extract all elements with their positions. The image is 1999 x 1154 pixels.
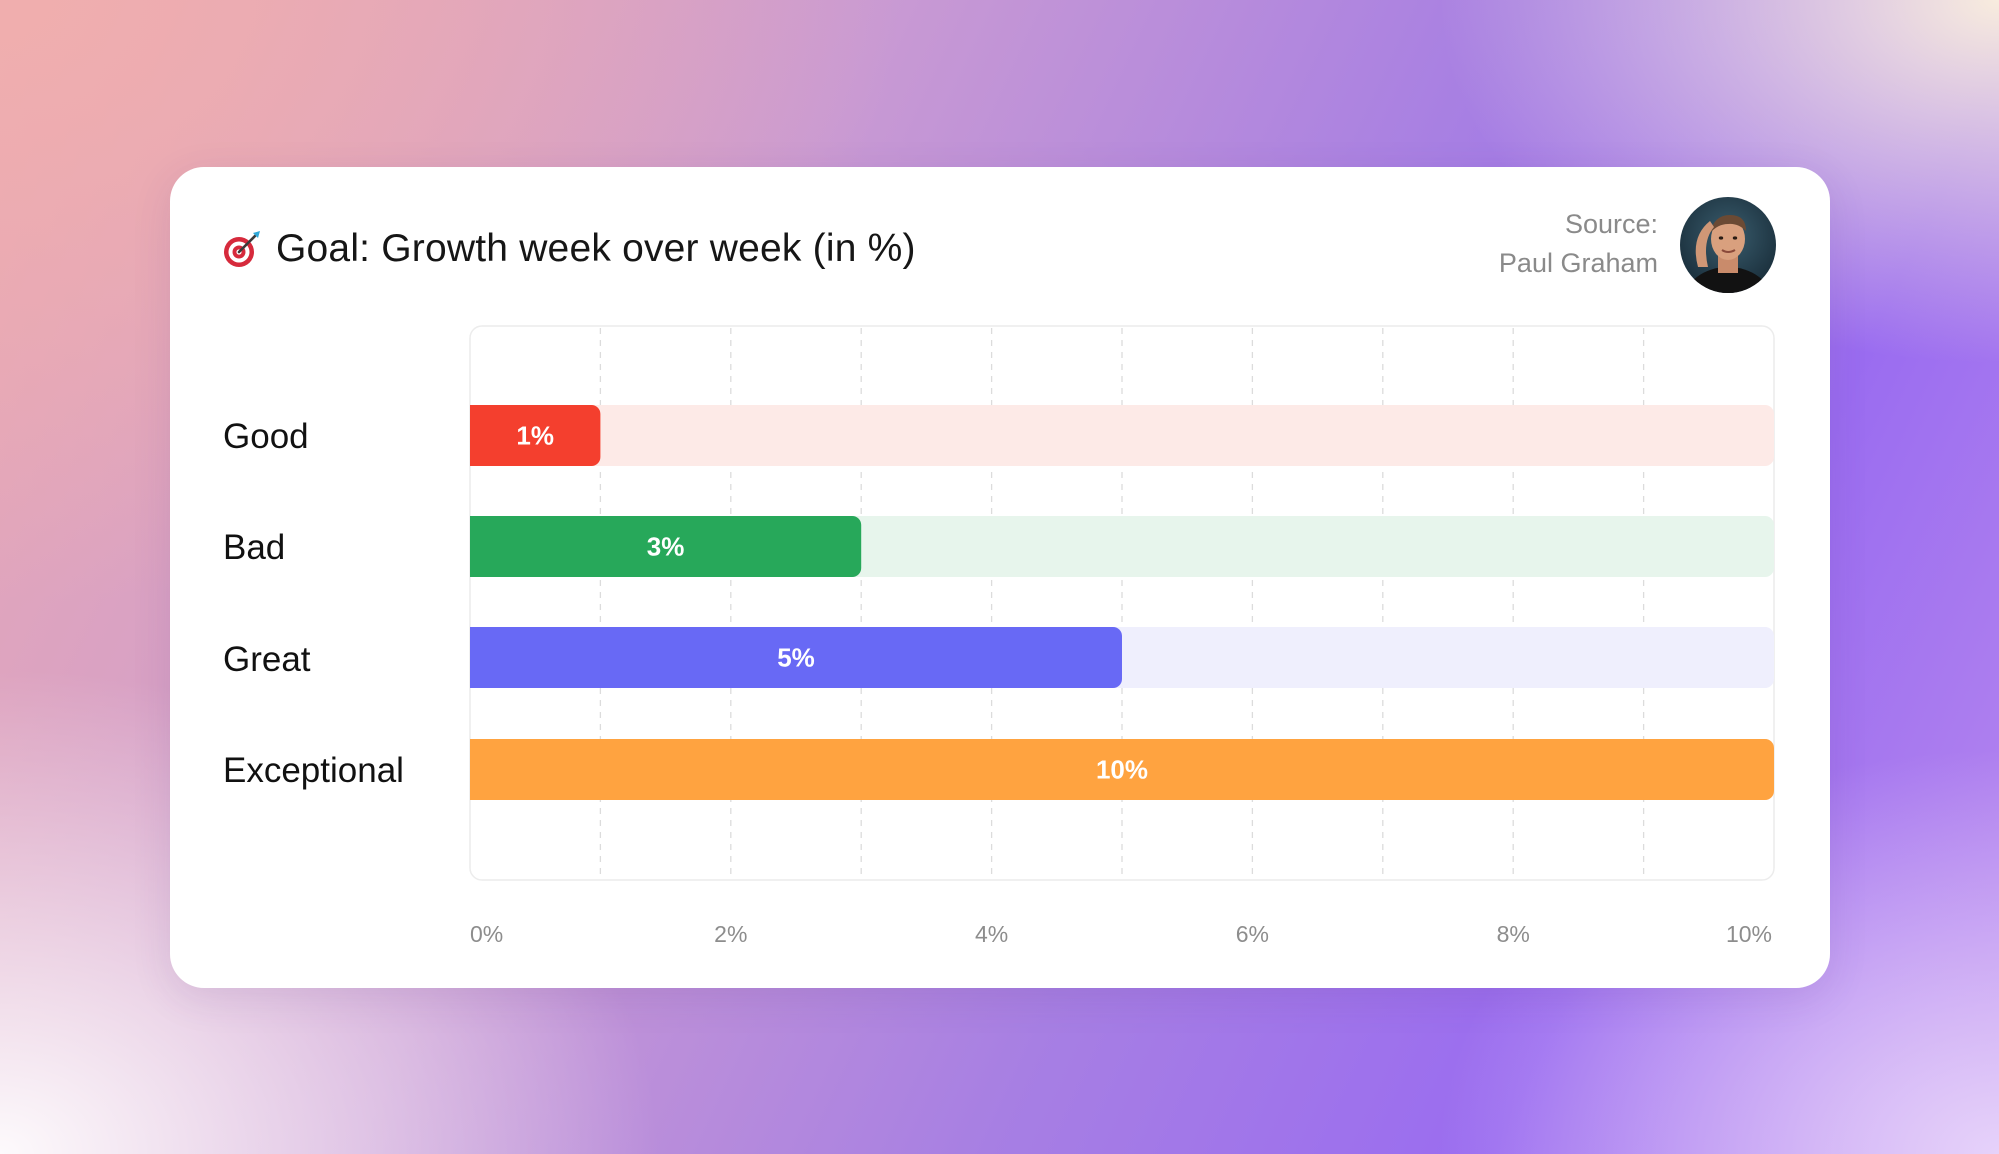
bar-chart: 1% 3% 5% 10% 0% 2% 4% 6% 8% 10% — [469, 325, 1775, 947]
bar-value-label: 10% — [1096, 755, 1148, 785]
x-tick-label: 0% — [470, 921, 503, 947]
source-name: Paul Graham — [1498, 248, 1658, 278]
bar — [470, 627, 1122, 688]
x-tick-label: 8% — [1497, 921, 1530, 947]
category-label: Great — [223, 640, 311, 679]
x-tick-label: 10% — [1726, 921, 1772, 947]
bar-left-edge — [470, 405, 484, 466]
chart-title-text: Goal: Growth week over week (in %) — [276, 227, 916, 270]
bar-value-label: 5% — [777, 643, 815, 673]
bar — [470, 516, 862, 577]
bar-left-edge — [470, 739, 484, 800]
bar-track — [470, 405, 1774, 466]
bar-value-label: 3% — [647, 532, 685, 562]
chart-card: Goal: Growth week over week (in %) Sourc… — [170, 167, 1830, 988]
bar-left-edge — [470, 516, 484, 577]
bar — [470, 739, 1774, 800]
category-label: Exceptional — [223, 751, 404, 790]
x-tick-label: 2% — [714, 921, 747, 947]
x-tick-label: 6% — [1236, 921, 1269, 947]
bar-left-edge — [470, 627, 484, 688]
source-attribution: Source: Paul Graham — [1499, 205, 1658, 283]
source-label: Source: — [1564, 209, 1658, 239]
category-label: Good — [223, 417, 309, 456]
target-dart-icon — [220, 227, 264, 271]
x-tick-label: 4% — [975, 921, 1008, 947]
person-avatar — [1680, 197, 1776, 293]
category-label: Bad — [223, 528, 286, 567]
bar — [470, 405, 601, 466]
chart-title: Goal: Growth week over week (in %) — [220, 219, 916, 279]
bar-value-label: 1% — [516, 421, 554, 451]
